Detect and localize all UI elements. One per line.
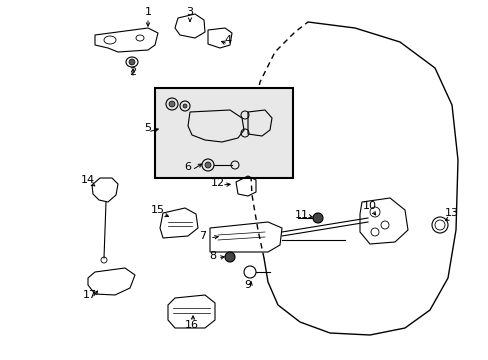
- Circle shape: [312, 213, 323, 223]
- Circle shape: [129, 59, 135, 65]
- Text: 3: 3: [186, 7, 193, 17]
- Circle shape: [204, 162, 210, 168]
- Text: 16: 16: [184, 320, 199, 330]
- Text: 14: 14: [81, 175, 95, 185]
- Text: 2: 2: [129, 67, 136, 77]
- Text: 15: 15: [151, 205, 164, 215]
- Circle shape: [169, 101, 175, 107]
- Text: 5: 5: [144, 123, 151, 133]
- Circle shape: [183, 104, 186, 108]
- Bar: [155, 88, 292, 178]
- Text: 13: 13: [444, 208, 458, 218]
- Text: 11: 11: [294, 210, 308, 220]
- Text: 17: 17: [83, 290, 97, 300]
- Text: 7: 7: [199, 231, 206, 241]
- Text: 4: 4: [224, 35, 231, 45]
- Text: 9: 9: [244, 280, 251, 290]
- Text: 1: 1: [144, 7, 151, 17]
- Text: 10: 10: [362, 201, 376, 211]
- Text: 8: 8: [209, 251, 216, 261]
- Text: 6: 6: [184, 162, 191, 172]
- Circle shape: [224, 252, 235, 262]
- Text: 12: 12: [210, 178, 224, 188]
